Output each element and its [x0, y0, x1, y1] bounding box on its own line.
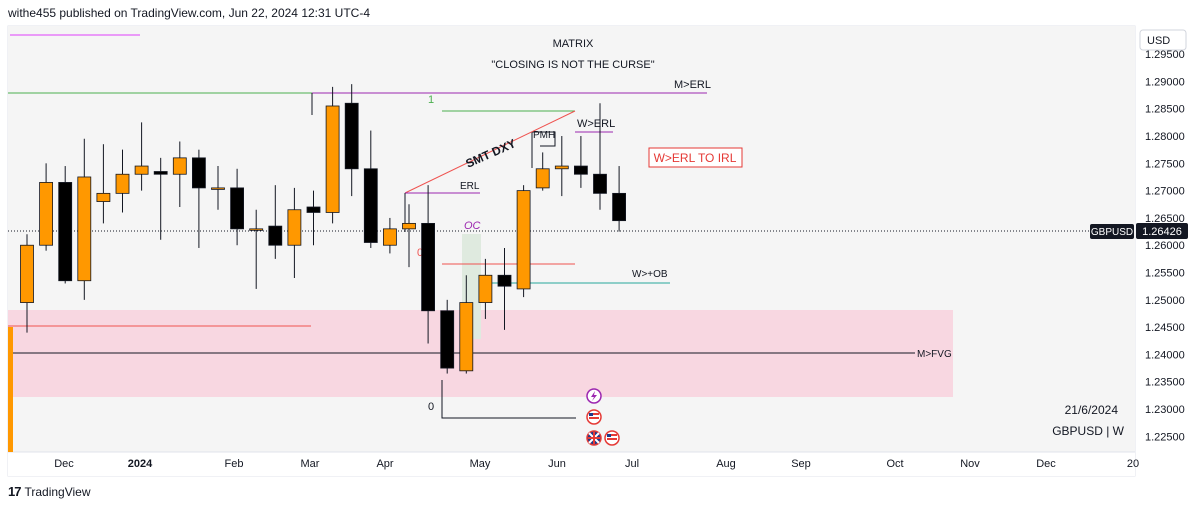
candle-bullish[interactable] [554, 165, 569, 170]
y-tick-label: 1.23500 [1145, 377, 1185, 389]
y-tick-label: 1.29000 [1145, 76, 1185, 88]
candle-bullish[interactable] [211, 187, 225, 190]
w-erl-label: W>ERL [577, 118, 615, 130]
oc-label: OC [464, 220, 481, 232]
candle-bearish[interactable] [421, 222, 436, 312]
smt-line[interactable] [404, 110, 576, 194]
candle-bullish[interactable] [77, 176, 92, 282]
footer: 17 TradingView [8, 484, 91, 499]
x-tick-label: 2024 [128, 458, 153, 470]
y-tick-label: 1.24500 [1145, 322, 1185, 334]
symbol-tag [1090, 224, 1134, 239]
x-tick-label: Jul [625, 458, 639, 470]
x-tick-label: Feb [225, 458, 244, 470]
candle-bearish[interactable] [593, 173, 607, 194]
x-tick-label: Dec [54, 458, 74, 470]
x-tick-label: Dec [1036, 458, 1056, 470]
candles-group [20, 84, 626, 374]
x-tick-label: May [470, 458, 491, 470]
candle-bullish[interactable] [535, 168, 550, 189]
y-tick-label: 1.27000 [1145, 186, 1185, 198]
fib-0-label: 0 [428, 401, 434, 413]
symbol-tag-label: GBPUSD [1091, 227, 1133, 238]
uk-flag-icon[interactable] [586, 430, 602, 446]
time-axis-labels[interactable]: Dec 2024 Feb Mar Apr May Jun Jul Aug Sep Oct Nov Dec… [54, 458, 1139, 470]
candle-bearish[interactable] [191, 157, 206, 189]
y-tick-label: 1.28000 [1145, 131, 1185, 143]
publish-info: withe455 published on TradingView.com, J… [8, 6, 371, 20]
footer-brand: TradingView [24, 484, 91, 499]
y-tick-label: 1.23000 [1145, 404, 1185, 416]
candle-bullish[interactable] [516, 190, 531, 290]
fib-1-label: 1 [428, 94, 434, 106]
candle-bullish[interactable] [402, 222, 416, 230]
candle-bearish[interactable] [440, 310, 455, 369]
last-price-value: 1.26426 [1142, 226, 1182, 238]
m-erl-label: M>ERL [674, 79, 711, 91]
candle-bullish[interactable] [96, 192, 111, 202]
chart-subtitle: "CLOSING IS NOT THE CURSE" [491, 59, 654, 71]
candle-bullish[interactable] [382, 228, 397, 246]
x-tick-label: 20 [1127, 458, 1139, 470]
x-tick-label: Oct [886, 458, 903, 470]
candle-bearish[interactable] [363, 168, 378, 243]
candle-bullish[interactable] [115, 173, 130, 194]
candle-bullish[interactable] [134, 165, 149, 175]
us-flag-icon[interactable] [586, 409, 602, 425]
x-tick-label: Jun [548, 458, 566, 470]
date-label: 21/6/2024 [1065, 403, 1119, 417]
candle-bullish[interactable] [287, 209, 302, 246]
candle-bullish[interactable] [459, 302, 474, 372]
candle-bearish[interactable] [268, 225, 283, 246]
candle-bullish[interactable] [325, 105, 340, 213]
lightning-icon[interactable] [586, 388, 602, 404]
chart-title: MATRIX [553, 38, 594, 50]
erl-label: ERL [460, 181, 480, 192]
currency-label: USD [1147, 35, 1170, 47]
w-ob-label: W>+OB [632, 269, 668, 280]
pmh-label: PMH [533, 130, 555, 141]
candle-bearish[interactable] [306, 206, 321, 213]
y-tick-label: 1.29500 [1145, 49, 1185, 61]
w-erl-irl-label: W>ERL TO IRL [654, 151, 737, 165]
candle-bullish[interactable] [20, 244, 34, 303]
y-tick-label: 1.24000 [1145, 349, 1185, 361]
candle-bullish[interactable] [39, 182, 53, 246]
x-tick-label: Nov [960, 458, 980, 470]
x-tick-label: Sep [791, 458, 811, 470]
candle-bearish[interactable] [497, 274, 512, 287]
y-tick-label: 1.26500 [1145, 213, 1185, 225]
x-tick-label: Aug [716, 458, 736, 470]
price-axis[interactable]: 1.29500 1.29000 1.28500 1.28000 1.27500 1.270… [1145, 49, 1185, 443]
candle-bullish[interactable] [478, 274, 493, 303]
candle-bearish[interactable] [574, 165, 588, 175]
y-tick-label: 1.22500 [1145, 431, 1185, 443]
candle-bearish[interactable] [612, 192, 626, 222]
symbol-label: GBPUSD | W [1052, 424, 1124, 438]
last-price-tag [1136, 223, 1188, 239]
fib-0-line[interactable] [441, 380, 576, 419]
y-tick-label: 1.27500 [1145, 158, 1185, 170]
currency-button[interactable] [1139, 29, 1187, 51]
time-axis [8, 452, 1135, 476]
y-tick-label: 1.25000 [1145, 295, 1185, 307]
us-flag-icon[interactable] [604, 430, 620, 446]
y-tick-label: 1.28500 [1145, 104, 1185, 116]
m-fvg-label: M>FVG [917, 349, 952, 360]
candle-bearish[interactable] [153, 171, 168, 175]
x-tick-label: Apr [376, 458, 393, 470]
x-tick-label: Mar [301, 458, 320, 470]
candle-bearish[interactable] [344, 102, 359, 170]
y-tick-label: 1.26000 [1145, 240, 1185, 252]
edge-candle [8, 327, 13, 452]
tradingview-logo-icon: 17 [8, 484, 22, 499]
candle-bullish[interactable] [249, 228, 264, 231]
candle-bearish[interactable] [58, 182, 73, 282]
candle-bullish[interactable] [172, 157, 187, 175]
w-erl-irl-box[interactable] [648, 147, 743, 168]
y-tick-label: 1.25500 [1145, 268, 1185, 280]
candle-bearish[interactable] [230, 187, 245, 230]
pmh-bracket[interactable] [531, 131, 556, 168]
